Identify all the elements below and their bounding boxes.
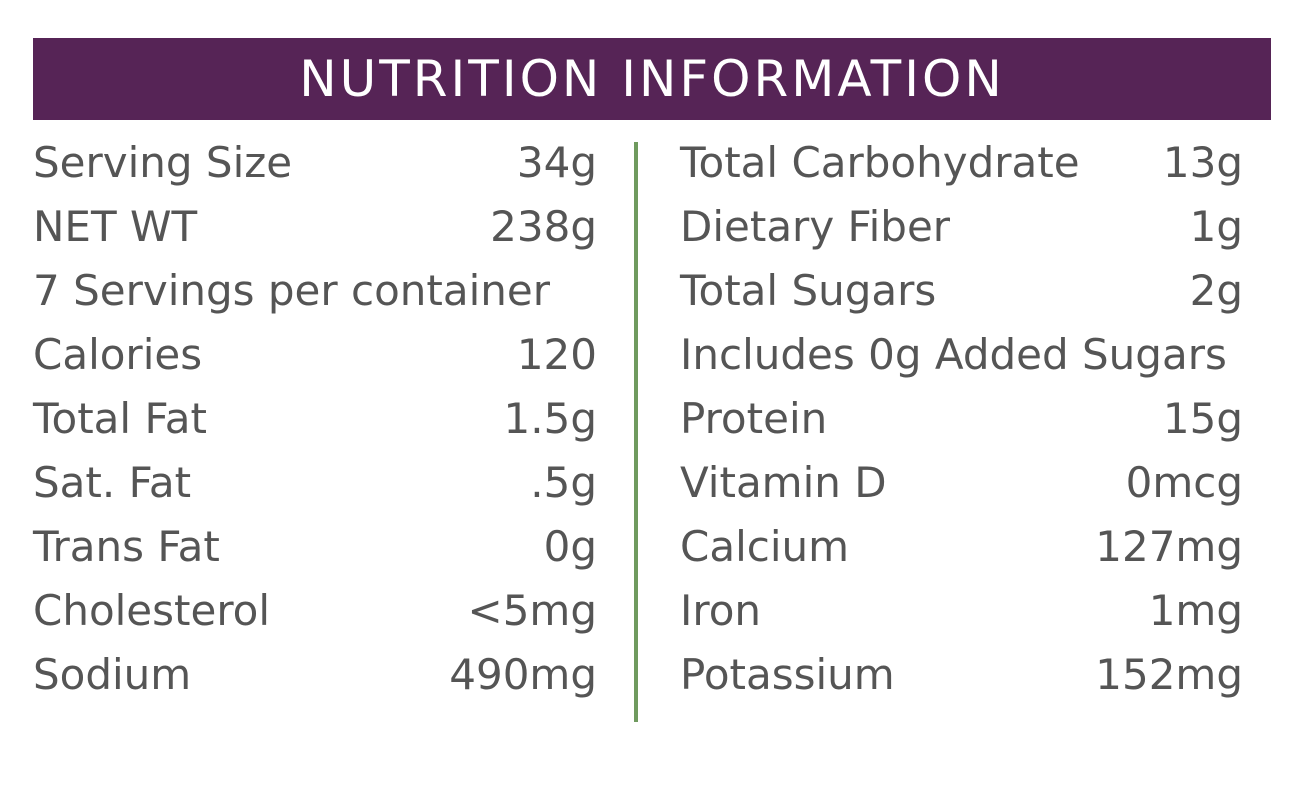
nutrient-label: Protein	[680, 394, 828, 443]
nutrient-value: 152mg	[1095, 650, 1243, 699]
nutrient-label: Total Fat	[33, 394, 207, 443]
nutrient-row-dietary-fiber: Dietary Fiber 1g	[680, 195, 1243, 259]
nutrient-row-total-carbohydrate: Total Carbohydrate 13g	[680, 131, 1243, 195]
nutrient-label: Serving Size	[33, 138, 293, 187]
nutrient-value: 490mg	[449, 650, 597, 699]
nutrient-row-potassium: Potassium 152mg	[680, 643, 1243, 707]
nutrient-label: Vitamin D	[680, 458, 887, 507]
nutrient-value: 1mg	[1148, 586, 1243, 635]
nutrient-label: Total Carbohydrate	[680, 138, 1080, 187]
nutrient-row-added-sugars: Includes 0g Added Sugars	[680, 323, 1243, 387]
nutrient-row-sat-fat: Sat. Fat .5g	[33, 451, 597, 515]
nutrient-label: Sat. Fat	[33, 458, 192, 507]
nutrient-row-protein: Protein 15g	[680, 387, 1243, 451]
nutrient-row-calories: Calories 120	[33, 323, 597, 387]
nutrient-row-total-sugars: Total Sugars 2g	[680, 259, 1243, 323]
nutrient-value: 1g	[1189, 202, 1243, 251]
left-nutrient-column: Serving Size 34g NET WT 238g 7 Servings pe…	[33, 131, 597, 707]
nutrient-label: Cholesterol	[33, 586, 271, 635]
nutrient-value: 0g	[543, 522, 597, 571]
nutrient-value: 15g	[1162, 394, 1243, 443]
nutrient-label: Sodium	[33, 650, 192, 699]
nutrient-row-iron: Iron 1mg	[680, 579, 1243, 643]
column-divider	[634, 142, 638, 722]
nutrient-row-sodium: Sodium 490mg	[33, 643, 597, 707]
nutrient-label: Potassium	[680, 650, 895, 699]
page-title: NUTRITION INFORMATION	[299, 50, 1005, 108]
nutrient-value: <5mg	[467, 586, 598, 635]
nutrient-value: 0mcg	[1125, 458, 1243, 507]
nutrient-label: NET WT	[33, 202, 198, 251]
nutrient-value: 127mg	[1095, 522, 1243, 571]
nutrient-row-serving-size: Serving Size 34g	[33, 131, 597, 195]
nutrient-label: Calories	[33, 330, 203, 379]
right-nutrient-column: Total Carbohydrate 13g Dietary Fiber 1g To…	[680, 131, 1243, 707]
nutrient-value: 13g	[1162, 138, 1243, 187]
nutrient-row-trans-fat: Trans Fat 0g	[33, 515, 597, 579]
nutrient-row-vitamin-d: Vitamin D 0mcg	[680, 451, 1243, 515]
nutrient-value: .5g	[530, 458, 597, 507]
nutrient-value: 34g	[516, 138, 597, 187]
nutrient-row-net-wt: NET WT 238g	[33, 195, 597, 259]
nutrition-header: NUTRITION INFORMATION	[33, 38, 1271, 120]
nutrient-row-total-fat: Total Fat 1.5g	[33, 387, 597, 451]
nutrient-label: Includes 0g Added Sugars	[680, 330, 1227, 379]
nutrient-label: Total Sugars	[680, 266, 937, 315]
nutrient-row-servings: 7 Servings per container	[33, 259, 597, 323]
nutrient-value: 1.5g	[503, 394, 597, 443]
nutrient-label: Calcium	[680, 522, 850, 571]
nutrient-row-cholesterol: Cholesterol <5mg	[33, 579, 597, 643]
nutrient-value: 238g	[490, 202, 597, 251]
nutrient-value: 120	[516, 330, 597, 379]
nutrient-row-calcium: Calcium 127mg	[680, 515, 1243, 579]
nutrient-label: Trans Fat	[33, 522, 220, 571]
nutrient-label: Iron	[680, 586, 762, 635]
nutrient-value: 2g	[1189, 266, 1243, 315]
nutrient-label: Dietary Fiber	[680, 202, 951, 251]
nutrient-label: 7 Servings per container	[33, 266, 551, 315]
